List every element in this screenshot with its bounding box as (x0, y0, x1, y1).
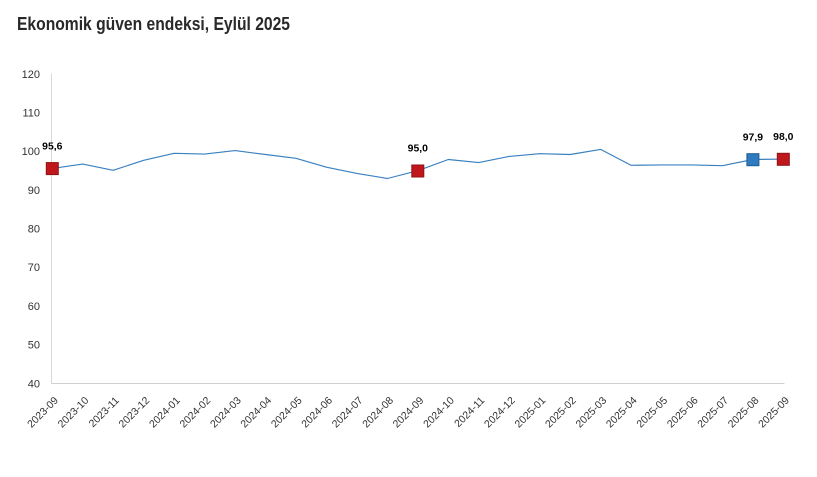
svg-text:Ekonomik güven endeksi, Eylül: Ekonomik güven endeksi, Eylül 2025 (17, 13, 290, 34)
svg-text:97,9: 97,9 (743, 132, 763, 143)
svg-text:90: 90 (28, 185, 40, 197)
svg-text:80: 80 (28, 224, 40, 236)
svg-text:95,0: 95,0 (408, 144, 428, 155)
svg-text:100: 100 (22, 146, 40, 158)
svg-text:120: 120 (22, 69, 40, 81)
svg-text:98,0: 98,0 (773, 132, 793, 143)
svg-text:40: 40 (28, 378, 40, 390)
svg-text:95,6: 95,6 (42, 141, 62, 152)
svg-text:70: 70 (28, 262, 40, 274)
svg-text:50: 50 (28, 340, 40, 352)
svg-text:60: 60 (28, 301, 40, 313)
svg-text:110: 110 (22, 108, 40, 120)
